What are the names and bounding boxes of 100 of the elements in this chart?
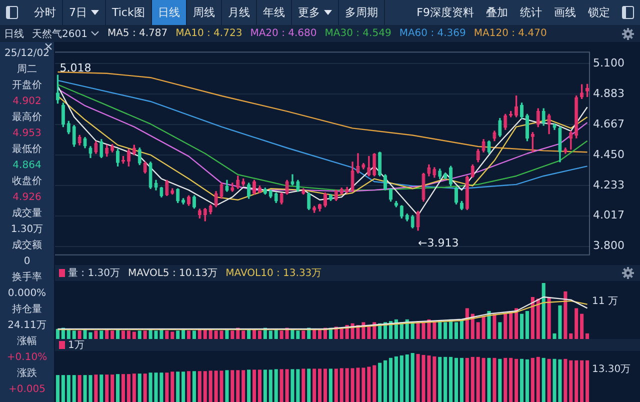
y-tick-label: 4.017 xyxy=(593,208,624,222)
bar xyxy=(504,358,508,402)
text: 换手率 xyxy=(11,270,43,285)
bar xyxy=(525,311,529,339)
bar xyxy=(126,330,130,339)
bar xyxy=(100,330,104,339)
bar xyxy=(110,374,114,402)
bar xyxy=(296,330,300,339)
text: MA120 : 4.470 xyxy=(474,28,547,39)
bar xyxy=(263,370,267,402)
bar xyxy=(56,328,60,339)
text: 画线 xyxy=(554,5,576,20)
y-tick-label: 4.450 xyxy=(593,148,624,161)
bar xyxy=(520,314,524,339)
bar xyxy=(198,329,202,339)
bar xyxy=(165,330,169,339)
text: 周线 xyxy=(192,5,215,20)
bar xyxy=(176,330,180,339)
bar xyxy=(367,366,371,402)
text: 4.953 xyxy=(12,127,42,141)
text: Tick图 xyxy=(112,5,145,20)
bar xyxy=(465,308,469,339)
bar xyxy=(274,369,278,402)
bar xyxy=(116,374,120,402)
bar xyxy=(394,356,398,402)
bar xyxy=(482,358,486,402)
text: 11 万 xyxy=(592,295,619,308)
legend-label: 1万 xyxy=(68,339,84,352)
bar xyxy=(334,368,338,402)
bar xyxy=(126,374,130,402)
text: +0.10% xyxy=(6,351,48,365)
bar xyxy=(208,329,212,339)
bar xyxy=(323,368,328,402)
y-tick-label: 4.883 xyxy=(593,86,624,100)
text: 更多 xyxy=(298,5,320,20)
bar xyxy=(296,369,300,402)
bar xyxy=(121,374,126,402)
bar xyxy=(192,330,196,339)
bar xyxy=(176,372,180,402)
text: MA5 : 4.787 xyxy=(107,28,168,39)
bar xyxy=(509,358,513,402)
bar xyxy=(192,371,196,402)
text: 25/12/02 xyxy=(4,47,50,61)
bar xyxy=(61,375,65,402)
bar xyxy=(105,329,109,339)
bar xyxy=(170,332,174,339)
text: 叠加 xyxy=(486,5,508,20)
bar xyxy=(110,330,114,339)
y-tick-label: 4.233 xyxy=(593,178,624,192)
bar xyxy=(186,371,191,402)
bar xyxy=(444,356,448,402)
bar xyxy=(242,330,246,339)
text: MA60 : 4.369 xyxy=(399,28,466,39)
bar xyxy=(492,314,496,339)
bar xyxy=(400,355,404,402)
bar xyxy=(438,321,442,339)
bar xyxy=(242,370,246,402)
bar xyxy=(268,370,272,402)
text: 成交额 xyxy=(11,238,43,253)
bar xyxy=(509,311,513,339)
bar xyxy=(410,353,414,402)
text: 0.000% xyxy=(6,287,48,301)
text: 开盘价 xyxy=(11,79,43,93)
bar xyxy=(72,330,76,339)
bar xyxy=(274,329,278,339)
bar xyxy=(138,330,142,339)
bar xyxy=(536,298,540,339)
bar xyxy=(525,359,529,402)
bar xyxy=(564,291,568,339)
bar xyxy=(536,356,540,402)
bar xyxy=(498,358,502,402)
text: 1.30万 xyxy=(10,223,44,237)
bar xyxy=(186,330,191,339)
bar xyxy=(564,358,568,402)
bar xyxy=(454,358,458,402)
y-tick-label: 3.800 xyxy=(593,239,624,252)
bar xyxy=(252,370,256,402)
text: F9深度资料 xyxy=(416,5,474,20)
bar xyxy=(438,356,442,402)
bar xyxy=(514,308,518,339)
bar xyxy=(476,356,480,402)
text: 日线 xyxy=(4,28,24,40)
text: 年线 xyxy=(262,5,285,20)
bar xyxy=(454,322,458,339)
bar xyxy=(378,362,382,402)
bar xyxy=(182,372,186,402)
bar xyxy=(574,360,578,402)
bar xyxy=(318,329,322,339)
bar xyxy=(318,368,322,402)
bar xyxy=(236,370,240,402)
bar xyxy=(569,360,573,402)
text: 多周期 xyxy=(344,5,378,20)
bar xyxy=(116,329,120,339)
y-tick-label: 4.667 xyxy=(593,117,624,130)
bar xyxy=(66,375,70,402)
bar xyxy=(585,360,590,402)
bar xyxy=(170,372,174,402)
text: 24.11万 xyxy=(6,319,48,333)
bar xyxy=(225,370,229,402)
text: MAVOL5 : 10.13万 xyxy=(128,267,218,280)
